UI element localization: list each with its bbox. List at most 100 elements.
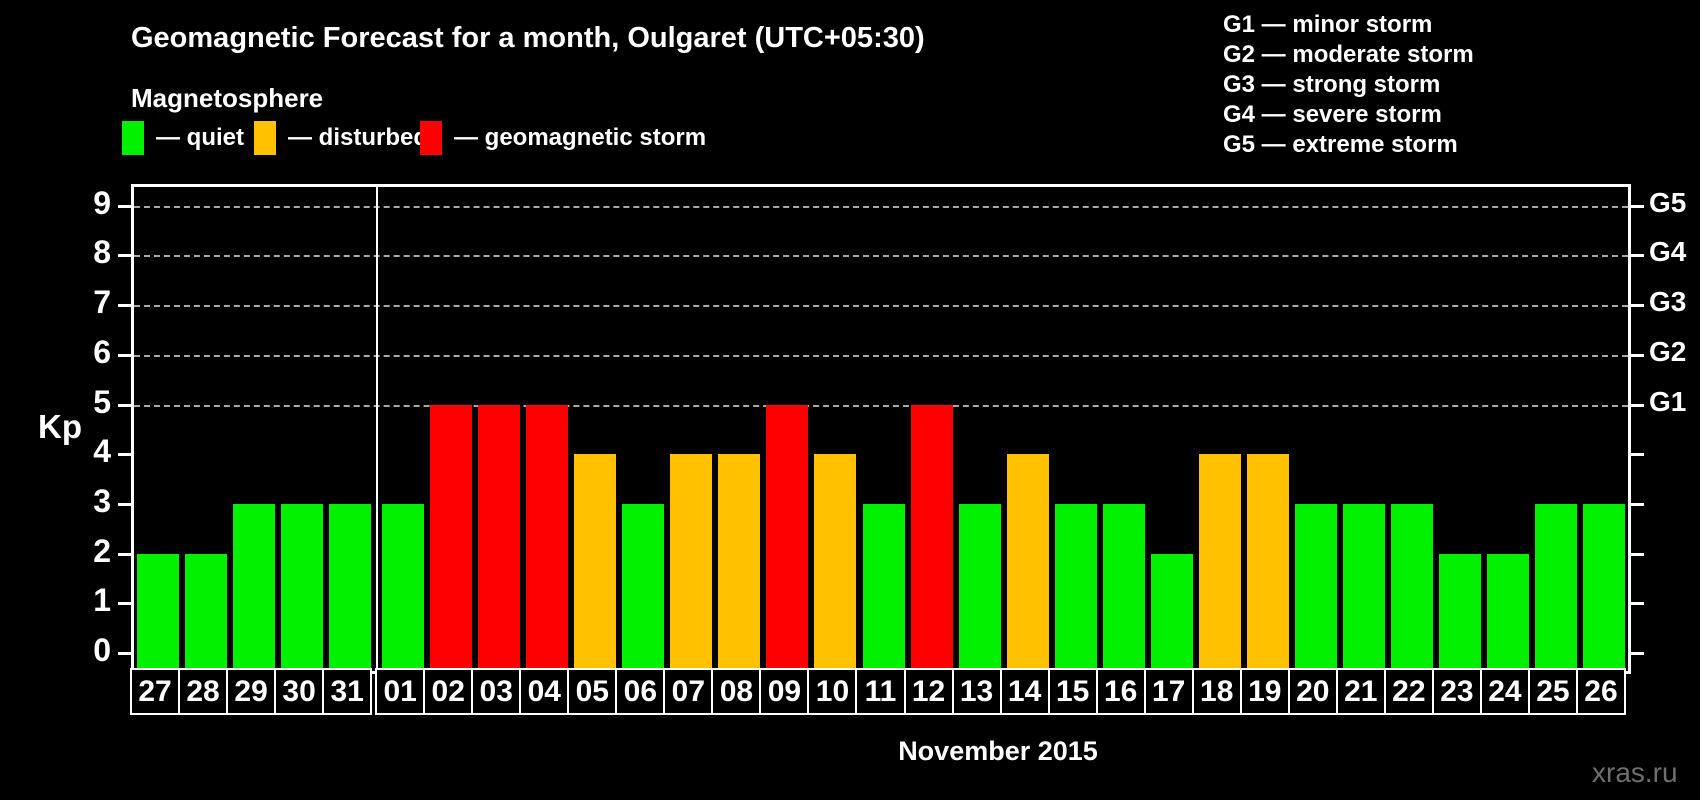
day-label-07: 07 <box>663 668 714 715</box>
kp-bar-day-19 <box>1246 454 1289 671</box>
day-label-04: 04 <box>519 668 570 715</box>
left-axis-tick-3 <box>118 502 132 506</box>
kp-bar-day-22 <box>1390 503 1433 671</box>
storm-color-swatch <box>420 121 442 155</box>
day-label-14: 14 <box>999 668 1050 715</box>
right-axis-tick-2 <box>1630 552 1644 556</box>
plot-area <box>131 184 1631 674</box>
g-scale-axis-label-g1: G1 <box>1649 385 1687 417</box>
day-label-19: 19 <box>1239 668 1290 715</box>
y-axis-title-kp: Kp <box>38 408 82 445</box>
legend-item-quiet: — quiet <box>122 120 244 156</box>
left-axis-tick-8 <box>118 254 132 258</box>
g-scale-legend-line-g4: G4 — severe storm <box>1223 101 1442 128</box>
legend-label-storm: — geomagnetic storm <box>454 124 707 151</box>
kp-bar-day-16 <box>1102 503 1145 671</box>
kp-bar-day-12 <box>910 404 953 671</box>
left-axis-tick-5 <box>118 403 132 407</box>
right-axis-tick-6 <box>1630 353 1644 357</box>
day-label-09: 09 <box>759 668 810 715</box>
g-scale-axis-label-g4: G4 <box>1649 236 1687 268</box>
right-axis-tick-7 <box>1630 304 1644 308</box>
y-tick-label-4: 4 <box>93 433 111 470</box>
kp-bar-day-30 <box>281 503 324 671</box>
day-label-25: 25 <box>1527 668 1578 715</box>
day-label-26: 26 <box>1575 668 1626 715</box>
kp-bar-day-06 <box>622 503 665 671</box>
kp-bar-day-24 <box>1486 553 1529 671</box>
right-axis-tick-3 <box>1630 502 1644 506</box>
disturbed-color-swatch <box>254 121 276 155</box>
kp-bar-day-03 <box>478 404 521 671</box>
day-label-28: 28 <box>178 668 229 715</box>
day-label-29: 29 <box>226 668 277 715</box>
day-label-08: 08 <box>711 668 762 715</box>
day-label-22: 22 <box>1383 668 1434 715</box>
g-scale-legend-line-g1: G1 — minor storm <box>1223 11 1433 38</box>
legend-label-quiet: — quiet <box>156 124 244 151</box>
g-scale-legend-line-g3: G3 — strong storm <box>1223 71 1441 98</box>
kp-bar-day-08 <box>718 454 761 671</box>
day-label-21: 21 <box>1335 668 1386 715</box>
right-axis-tick-0 <box>1630 652 1644 655</box>
gridline-kp5 <box>134 404 1628 407</box>
kp-bar-day-15 <box>1054 503 1097 671</box>
day-label-13: 13 <box>951 668 1002 715</box>
left-axis-tick-1 <box>118 602 132 606</box>
kp-bar-day-20 <box>1294 503 1337 671</box>
g-scale-axis-label-g5: G5 <box>1649 186 1687 218</box>
day-label-23: 23 <box>1431 668 1482 715</box>
legend-item-storm: — geomagnetic storm <box>420 120 706 156</box>
y-tick-label-2: 2 <box>93 532 111 569</box>
day-label-30: 30 <box>274 668 325 715</box>
day-label-11: 11 <box>855 668 906 715</box>
g-scale-axis-label-g3: G3 <box>1649 286 1687 318</box>
kp-bar-day-11 <box>862 503 905 671</box>
kp-bar-day-27 <box>137 553 180 671</box>
g-scale-legend-line-g5: G5 — extreme storm <box>1223 131 1458 158</box>
day-label-06: 06 <box>615 668 666 715</box>
day-label-31: 31 <box>322 668 373 715</box>
right-axis-tick-4 <box>1630 453 1644 457</box>
legend-label-disturbed: — disturbed <box>288 124 429 151</box>
day-label-10: 10 <box>807 668 858 715</box>
kp-bar-day-05 <box>574 454 617 671</box>
kp-bar-day-29 <box>233 503 276 671</box>
kp-bar-day-04 <box>526 404 569 671</box>
y-tick-label-7: 7 <box>93 284 111 321</box>
right-axis-tick-8 <box>1630 254 1644 258</box>
left-axis-tick-9 <box>118 204 132 208</box>
month-separator-line <box>375 187 378 671</box>
day-label-24: 24 <box>1479 668 1530 715</box>
day-label-03: 03 <box>471 668 522 715</box>
watermark-xras: xras.ru <box>1592 757 1678 788</box>
right-axis-tick-9 <box>1630 204 1644 208</box>
left-axis-tick-0 <box>118 652 132 655</box>
gridline-kp7 <box>134 305 1628 308</box>
kp-bar-day-14 <box>1006 454 1049 671</box>
kp-bar-day-07 <box>670 454 713 671</box>
kp-bar-day-13 <box>958 503 1001 671</box>
day-label-20: 20 <box>1287 668 1338 715</box>
quiet-color-swatch <box>122 121 144 155</box>
y-tick-label-3: 3 <box>93 482 111 519</box>
kp-bar-day-26 <box>1582 503 1625 671</box>
kp-bar-day-17 <box>1150 553 1193 671</box>
day-label-18: 18 <box>1191 668 1242 715</box>
y-tick-label-9: 9 <box>93 184 111 221</box>
day-label-05: 05 <box>567 668 618 715</box>
kp-bar-day-01 <box>382 503 425 671</box>
y-tick-label-5: 5 <box>93 383 111 420</box>
kp-bar-day-21 <box>1342 503 1385 671</box>
g-scale-axis-label-g2: G2 <box>1649 335 1687 367</box>
kp-bar-day-10 <box>814 454 857 671</box>
day-label-16: 16 <box>1095 668 1146 715</box>
day-label-27: 27 <box>130 668 181 715</box>
kp-bar-day-02 <box>430 404 473 671</box>
g-scale-legend: G1 — minor storm G2 — moderate storm G3 … <box>1223 10 1474 160</box>
left-axis-tick-4 <box>118 453 132 457</box>
kp-bar-day-09 <box>766 404 809 671</box>
g-scale-legend-line-g2: G2 — moderate storm <box>1223 41 1474 68</box>
day-label-17: 17 <box>1143 668 1194 715</box>
